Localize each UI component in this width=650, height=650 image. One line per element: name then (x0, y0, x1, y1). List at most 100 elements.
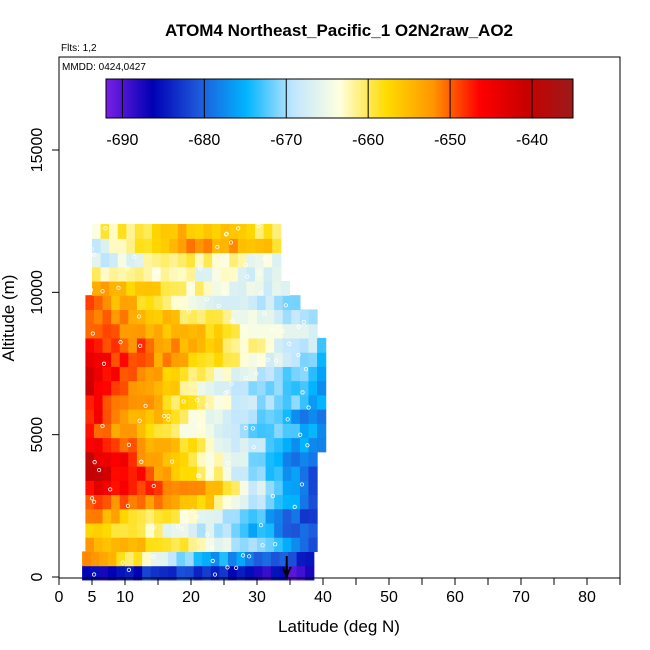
heatmap-cell (265, 508, 275, 524)
heatmap-cell (154, 394, 164, 410)
measurement-point (137, 418, 142, 423)
heatmap-cell (317, 423, 327, 439)
heatmap-cell (136, 494, 147, 510)
heatmap-cell (179, 451, 189, 467)
annotation-flights: Flts: 1,2 (61, 43, 97, 54)
heatmap-cell (177, 224, 187, 239)
measurement-point (90, 331, 95, 336)
heatmap-cell (231, 295, 241, 311)
heatmap-cell (119, 337, 129, 353)
heatmap-cell (193, 551, 203, 567)
heatmap-cell (85, 480, 95, 496)
heatmap-cell (222, 409, 232, 424)
heatmap-cell (231, 409, 241, 424)
heatmap-cell (274, 437, 284, 453)
heatmap-cell (212, 280, 222, 296)
measurement-point (91, 572, 97, 577)
heatmap-cell (229, 252, 239, 268)
heatmap-cell (236, 551, 246, 567)
measurement-point (250, 426, 255, 431)
heatmap-cell (85, 394, 95, 410)
heatmap-cell (119, 494, 129, 510)
heatmap-cell (82, 551, 92, 567)
heatmap-cell (145, 409, 155, 424)
heatmap-cell (111, 437, 121, 453)
heatmap-cell (85, 437, 95, 453)
heatmap-cell (125, 551, 135, 567)
heatmap-cell (134, 238, 145, 254)
heatmap-cell (169, 280, 179, 296)
heatmap-cell (111, 352, 121, 367)
heatmap-cell (85, 352, 95, 367)
heatmap-cell (203, 252, 213, 268)
heatmap-cell (93, 437, 104, 453)
heatmap-cell (231, 394, 241, 410)
measurement-point (89, 496, 95, 501)
heatmap-cell (210, 551, 220, 567)
heatmap-cell (111, 394, 121, 410)
x-tick-label: 20 (182, 589, 200, 606)
heatmap-cell (265, 323, 275, 339)
heatmap-cell (282, 394, 292, 410)
heatmap-cell (117, 224, 127, 239)
heatmap-cell (128, 522, 138, 538)
heatmap-cell (257, 508, 267, 524)
heatmap-cell (265, 465, 275, 481)
measurement-point (132, 254, 137, 259)
heatmap-cell (162, 394, 172, 410)
heatmap-cell (176, 551, 186, 567)
heatmap-cell (194, 224, 205, 239)
measurement-point (296, 352, 301, 358)
heatmap-cell (239, 352, 250, 367)
heatmap-cell (128, 295, 138, 311)
heatmap-cell (196, 337, 207, 353)
heatmap-cell (176, 565, 186, 581)
measurement-point (155, 269, 160, 274)
heatmap-cell (274, 352, 284, 367)
measurement-point (108, 487, 113, 492)
measurement-point (120, 560, 125, 565)
heatmap-cell (196, 494, 207, 510)
heatmap-cell (214, 323, 224, 339)
heatmap-cell (227, 551, 238, 567)
heatmap-cell (255, 266, 265, 282)
heatmap-cell (196, 394, 207, 410)
heatmap-cell (160, 224, 170, 239)
heatmap-cell (186, 224, 196, 239)
measurement-point (190, 508, 195, 513)
heatmap-cell (196, 480, 207, 496)
heatmap-cell (179, 366, 189, 382)
heatmap-cell (128, 366, 138, 382)
heatmap-cell (196, 508, 207, 524)
heatmap-cell (263, 266, 273, 282)
heatmap-cell (270, 551, 281, 567)
heatmap-cell (102, 494, 112, 510)
heatmap-cell (111, 522, 121, 538)
measurement-points (88, 223, 311, 577)
heatmap-cell (205, 309, 215, 325)
heatmap-cell (222, 451, 232, 467)
heatmap-cell (222, 394, 232, 410)
heatmap-cell (265, 352, 275, 367)
x-tick-label: 5 (88, 589, 97, 606)
heatmap-cell (239, 409, 250, 424)
heatmap-cell (194, 238, 205, 254)
heatmap-cell (162, 480, 172, 496)
measurement-point (243, 262, 248, 268)
measurement-point (210, 558, 215, 563)
measurement-point (208, 468, 213, 474)
heatmap-cell (128, 352, 138, 367)
heatmap-cell (222, 508, 232, 524)
heatmap-cell (291, 380, 301, 396)
heatmap-cell (111, 423, 121, 439)
heatmap-cell (162, 437, 172, 453)
heatmap-cell (145, 423, 155, 439)
measurement-point (222, 291, 227, 296)
heatmap-cell (282, 508, 292, 524)
heatmap-cell (119, 423, 129, 439)
heatmap-cell (111, 537, 121, 552)
heatmap-cell (282, 337, 292, 353)
heatmap-cell (117, 238, 127, 254)
heatmap-cell (282, 480, 292, 496)
heatmap-cell (136, 465, 147, 481)
